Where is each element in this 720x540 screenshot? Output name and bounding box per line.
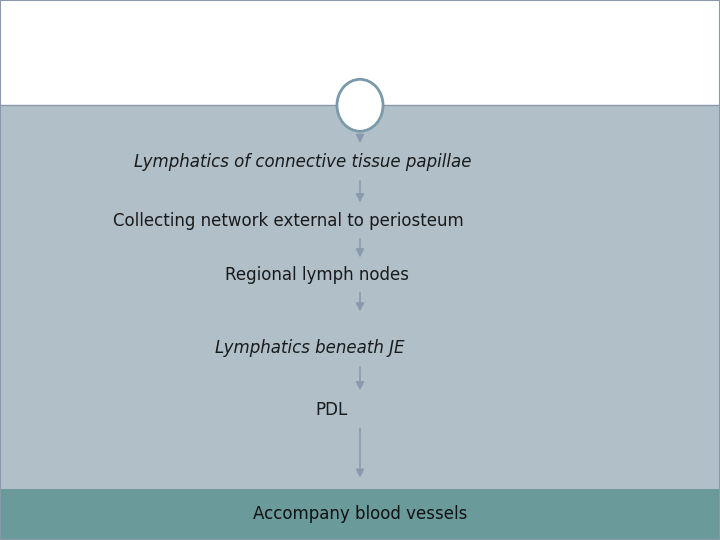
Bar [0, 489, 720, 540]
Ellipse shape [337, 79, 383, 131]
Text: Collecting network external to periosteum: Collecting network external to periosteu… [112, 212, 464, 231]
Text: Lymphatics beneath JE: Lymphatics beneath JE [215, 339, 405, 357]
Text: Regional lymph nodes: Regional lymph nodes [225, 266, 409, 285]
Text: Lymphatics of connective tissue papillae: Lymphatics of connective tissue papillae [134, 153, 471, 171]
Text: Accompany blood vessels: Accompany blood vessels [253, 505, 467, 523]
Bar [0, 105, 720, 489]
Bar [0, 0, 720, 105]
Text: PDL: PDL [315, 401, 347, 420]
